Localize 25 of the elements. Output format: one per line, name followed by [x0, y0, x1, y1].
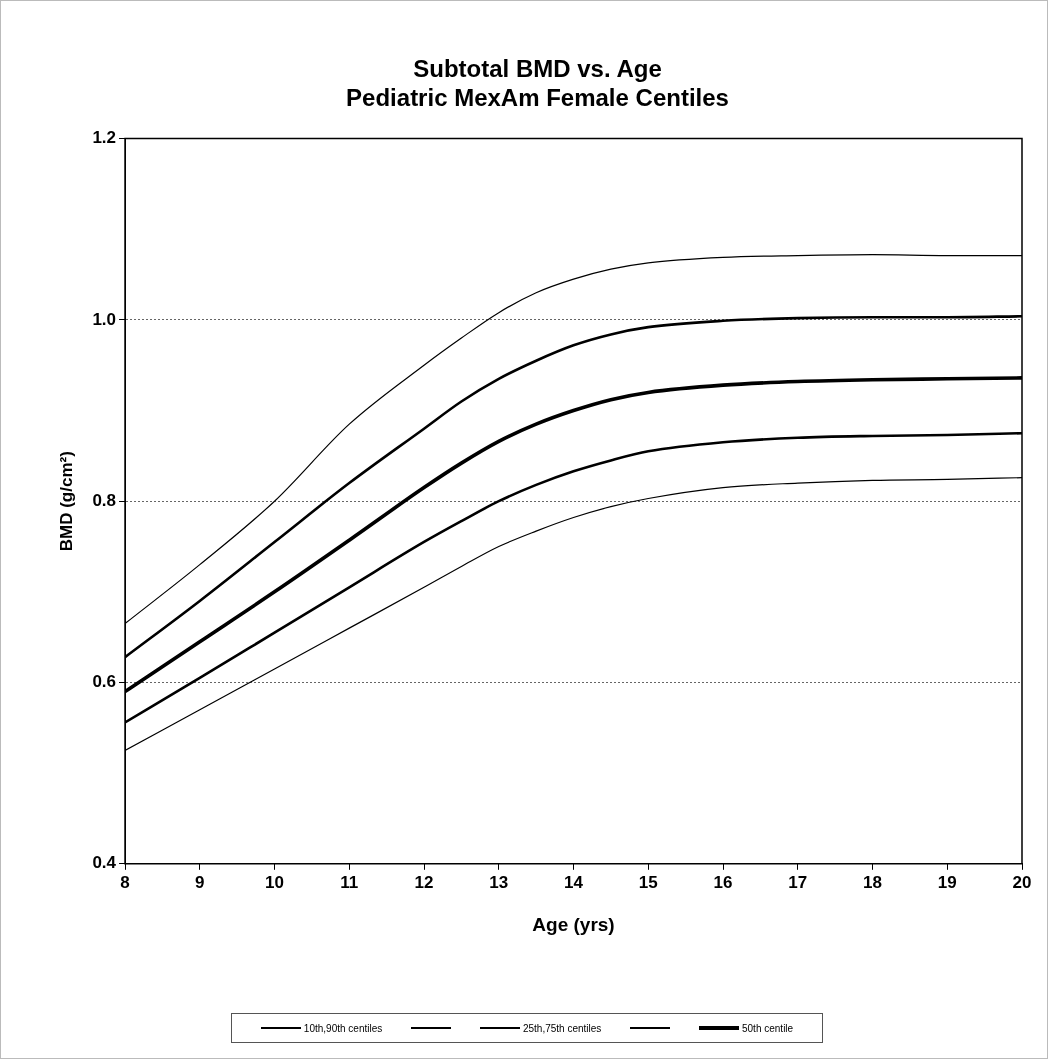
x-tick-label: 11 [340, 872, 359, 892]
y-tick-label: 0.4 [92, 853, 117, 873]
x-axis-title: Age (yrs) [532, 913, 615, 935]
x-tick-label: 16 [713, 872, 733, 892]
x-tick-label: 12 [414, 872, 434, 892]
x-tick-label: 13 [489, 872, 509, 892]
x-tick-label: 17 [788, 872, 808, 892]
y-axis-title: BMD (g/cm²) [56, 451, 76, 552]
x-tick-label: 18 [863, 872, 882, 892]
legend-label: 10th,90th centiles [303, 1022, 383, 1034]
y-tick-label: 1.0 [92, 309, 117, 329]
text: Subtotal BMD vs. Age [413, 55, 662, 83]
x-tick-label: 14 [564, 872, 584, 892]
x-tick-label: 19 [937, 872, 957, 892]
y-tick-label: 1.2 [92, 128, 117, 148]
x-tick-label: 9 [195, 872, 205, 892]
legend-label: 25th,75th centiles [522, 1022, 602, 1034]
x-tick-label: 10 [265, 872, 284, 892]
x-tick-label: 20 [1012, 872, 1032, 892]
text: Pediatric MexAm Female Centiles [346, 83, 729, 111]
x-tick-label: 8 [120, 872, 130, 892]
y-tick-label: 0.8 [92, 490, 117, 510]
x-tick-label: 15 [638, 872, 658, 892]
legend-label: 50th centile [742, 1022, 794, 1034]
y-tick-label: 0.6 [92, 672, 117, 692]
